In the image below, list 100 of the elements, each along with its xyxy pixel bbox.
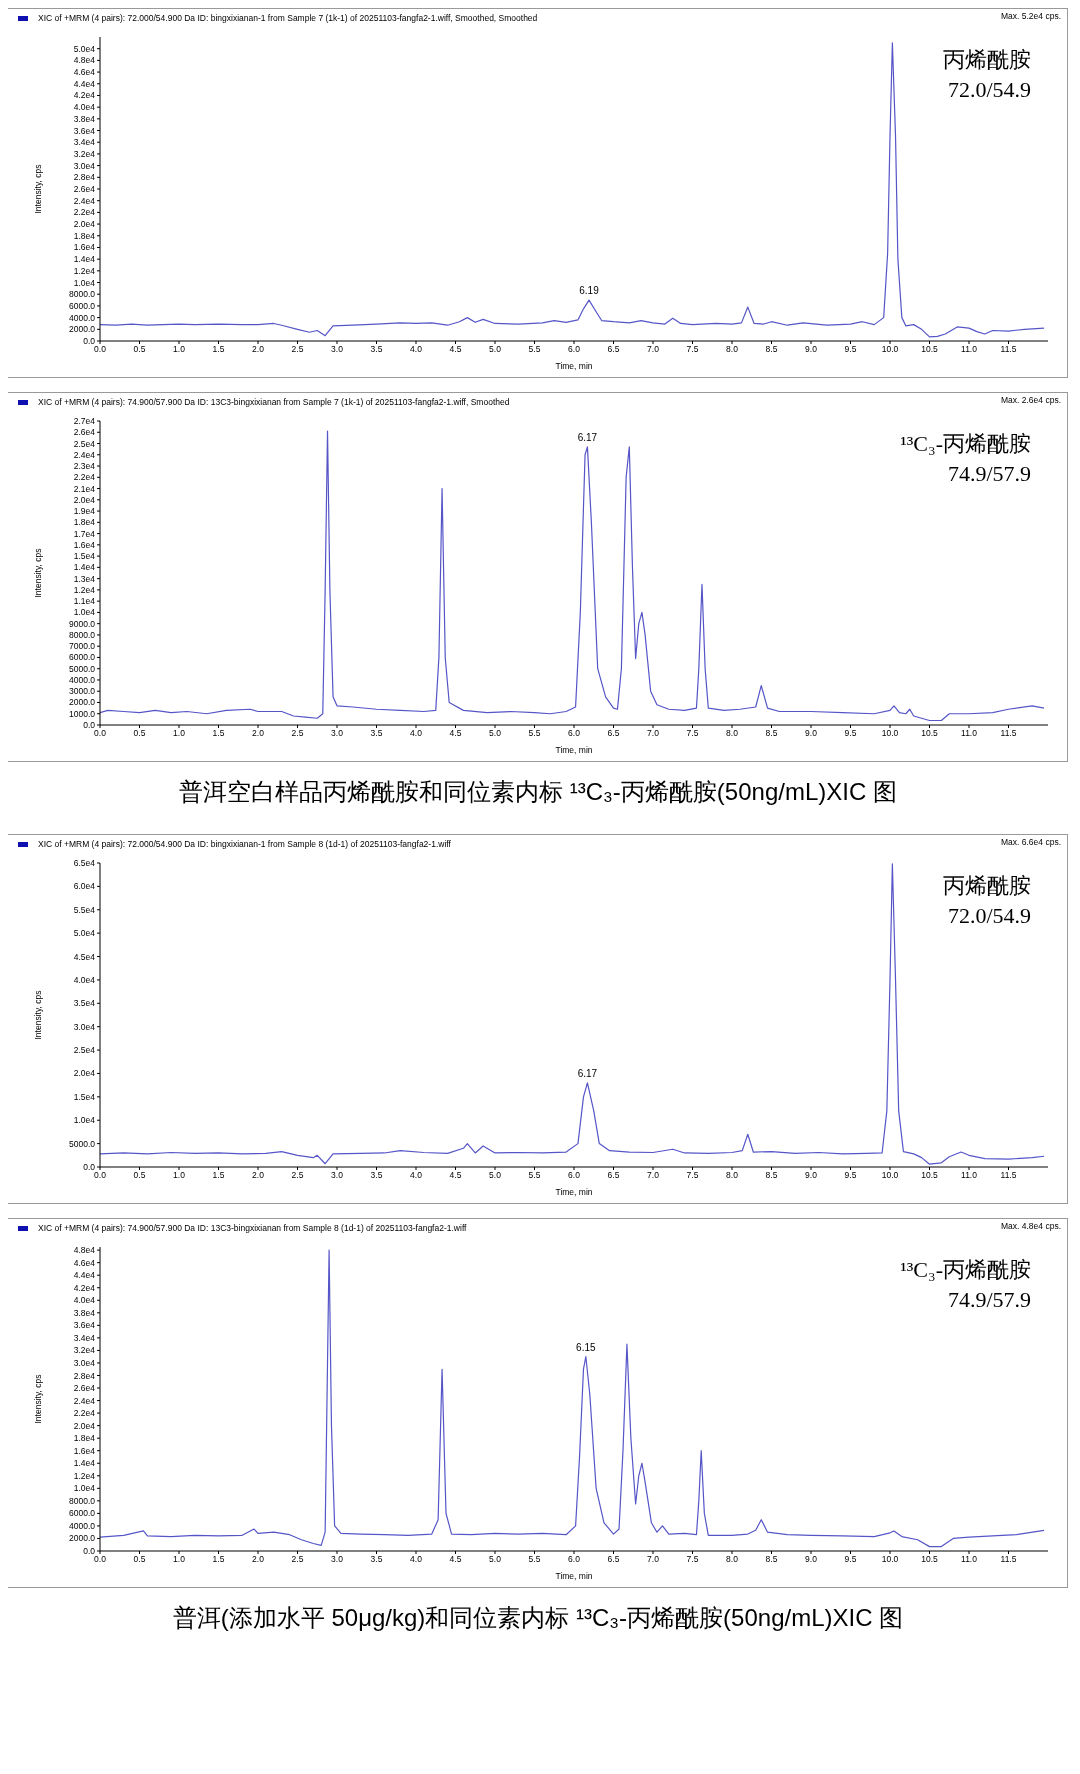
x-tick-label: 3.5 [370,728,383,739]
y-tick-label: 5.0e4 [73,928,96,939]
x-tick-label: 4.5 [449,1554,462,1565]
y-tick-label: 4.6e4 [73,67,96,78]
x-tick-label: 5.0 [489,344,502,355]
x-tick-label: 6.0 [568,1554,581,1565]
y-tick-label: 4.8e4 [73,55,96,66]
x-axis-title: Time, min [555,1571,593,1581]
x-tick-label: 2.5 [291,344,304,355]
x-tick-label: 9.5 [844,1170,857,1181]
x-tick-label: 2.5 [291,728,304,739]
y-tick-label: 1.4e4 [73,254,96,265]
line-series [100,430,1045,722]
x-tick-label: 4.5 [449,728,462,739]
y-tick-label: 2.4e4 [73,1395,96,1406]
y-tick-label: 1.0e4 [73,1483,96,1494]
x-tick-label: 0.0 [94,728,107,739]
y-tick-label: 1.8e4 [73,517,96,528]
y-tick-label: 2.3e4 [73,461,96,472]
y-tick-label: 4.0e4 [73,974,96,985]
x-tick-label: 1.5 [212,1554,225,1565]
y-tick-label: 5000.0 [69,663,96,674]
y-tick-label: 4.2e4 [73,1282,96,1293]
y-tick-label: 4.6e4 [73,1257,96,1268]
line-series [100,863,1045,1165]
y-tick-label: 1000.0 [69,708,96,719]
annotation: 6.17 [577,431,598,443]
y-tick-label: 6000.0 [69,300,96,311]
y-tick-label: 3.0e4 [73,1357,96,1368]
text: 普洱空白样品丙烯酰胺和同位素内标 ¹³C₃-丙烯酰胺(50ng/mL)XIC 图 [178,777,898,807]
y-tick-label: 3.6e4 [73,1320,96,1331]
y-tick-label: 9000.0 [69,618,96,629]
x-tick-label: 10.5 [921,1554,939,1565]
y-tick-label: 3.4e4 [73,137,96,148]
x-tick-label: 0.5 [133,1170,146,1181]
y-tick-label: 6.0e4 [73,881,96,892]
x-tick-label: 8.5 [765,344,778,355]
y-tick-label: 2.4e4 [73,449,96,460]
y-tick-label: 3.5e4 [73,998,96,1009]
line-series [100,42,1045,338]
y-tick-label: 8000.0 [69,289,96,300]
x-tick-label: 7.0 [647,344,660,355]
y-tick-label: 6000.0 [69,652,96,663]
y-tick-label: 4.8e4 [73,1245,96,1256]
x-tick-label: 7.5 [686,1554,699,1565]
y-tick-label: 2.2e4 [73,1408,96,1419]
x-tick-label: 6.0 [568,344,581,355]
text: 普洱(添加水平 50μg/kg)和同位素内标 ¹³C₃-丙烯酰胺(50ng/mL)XIC 图 [171,1603,905,1633]
x-tick-label: 9.0 [805,344,818,355]
y-tick-label: 2.1e4 [73,483,96,494]
x-tick-label: 11.5 [1000,1170,1017,1181]
y-tick-label: 2.5e4 [73,1045,96,1056]
x-tick-label: 6.0 [568,1170,581,1181]
y-tick-label: 1.4e4 [73,1458,96,1469]
y-tick-label: 1.0e4 [73,607,96,618]
x-tick-label: 10.5 [921,1170,939,1181]
annotation: 74.9/57.9 [946,460,1031,488]
x-tick-label: 0.5 [133,344,146,355]
x-tick-label: 6.0 [568,728,581,739]
y-tick-label: 3.2e4 [73,1345,96,1356]
y-tick-label: 0.0 [83,336,96,347]
x-axis-title: Time, min [555,745,593,755]
y-tick-label: 8000.0 [69,1495,96,1506]
x-tick-label: 9.5 [844,728,857,739]
x-tick-label: 8.0 [726,1170,739,1181]
x-tick-label: 8.5 [765,728,778,739]
y-tick-label: 2000.0 [69,1533,96,1544]
y-tick-label: 3.0e4 [73,1021,96,1032]
y-tick-label: 4.2e4 [73,90,96,101]
annotation: 74.9/57.9 [946,1286,1031,1314]
y-tick-label: 4.4e4 [73,1270,96,1281]
y-tick-label: 1.4e4 [73,562,96,573]
y-tick-label: 1.6e4 [73,539,96,550]
x-tick-label: 5.5 [528,728,541,739]
x-tick-label: 4.0 [410,344,423,355]
y-tick-label: 2.2e4 [73,472,96,483]
chart-title: XIC of +MRM (4 pairs): 74.900/57.900 Da ID: 13C3-bingxixianan from Sample 8 (1d-1) of 20251103-fangfa2-1.wiff [38,1223,467,1233]
x-tick-label: 6.5 [607,728,620,739]
y-tick-label: 1.5e4 [73,1091,96,1102]
y-tick-label: 4000.0 [69,1520,96,1531]
chart-subtitle: Max. 4.8e4 cps. [1000,1221,1061,1233]
x-tick-label: 9.0 [805,1554,818,1565]
x-tick-label: 5.5 [528,1554,541,1565]
x-tick-label: 7.0 [647,728,660,739]
annotation: 6.19 [579,285,600,297]
x-tick-label: 8.0 [726,1554,739,1565]
x-tick-label: 2.5 [291,1170,304,1181]
y-tick-label: 5000.0 [69,1138,96,1149]
x-tick-label: 8.5 [765,1554,778,1565]
y-tick-label: 2.0e4 [73,494,96,505]
annotation: 72.0/54.9 [946,902,1031,930]
y-axis-title: Intensity, cps [33,990,44,1040]
line-series [100,1249,1045,1548]
x-tick-label: 9.5 [844,1554,857,1565]
x-tick-label: 3.5 [370,1170,383,1181]
y-tick-label: 4000.0 [69,312,96,323]
x-tick-label: 10.0 [881,1554,899,1565]
x-tick-label: 10.0 [881,728,899,739]
x-tick-label: 2.5 [291,1554,304,1565]
x-tick-label: 4.0 [410,1554,423,1565]
